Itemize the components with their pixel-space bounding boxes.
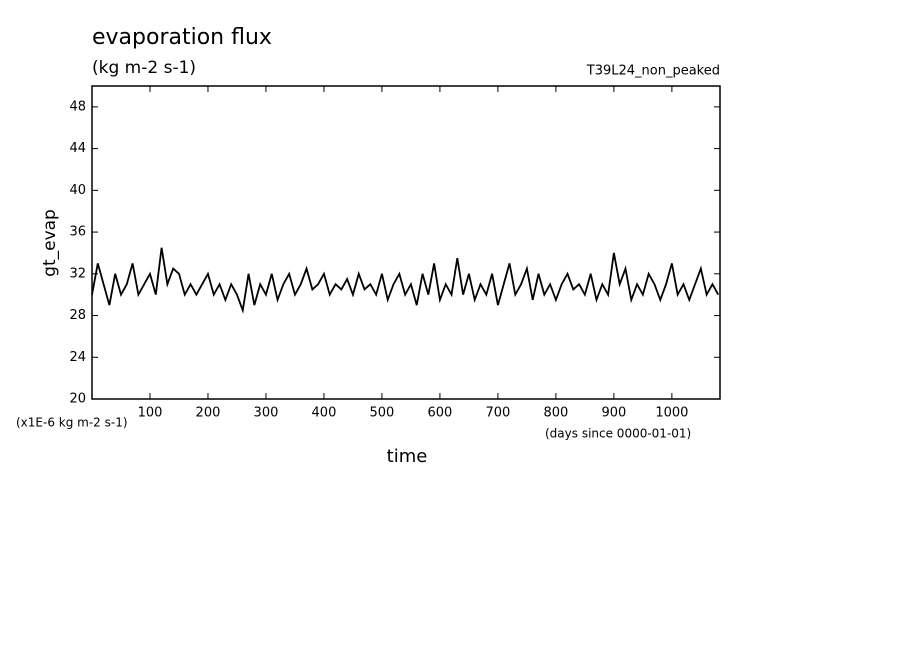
data-line bbox=[91, 247, 720, 314]
y-tick-label: 20 bbox=[69, 392, 86, 407]
x-unit-note: (days since 0000-01-01) bbox=[545, 427, 691, 441]
x-tick-label: 700 bbox=[485, 406, 510, 421]
y-tick-label: 48 bbox=[69, 99, 86, 114]
y-unit-note: (x1E-6 kg m-2 s-1) bbox=[16, 416, 128, 430]
y-tick-label: 28 bbox=[69, 308, 86, 323]
x-tick-label: 1000 bbox=[655, 406, 688, 421]
x-tick-label: 900 bbox=[601, 406, 626, 421]
plot-frame bbox=[91, 85, 721, 400]
y-tick-label: 36 bbox=[69, 225, 86, 240]
x-tick-label: 600 bbox=[428, 406, 453, 421]
x-tick-label: 400 bbox=[312, 406, 337, 421]
y-tick-label: 24 bbox=[69, 350, 86, 365]
x-tick-label: 800 bbox=[543, 406, 568, 421]
chart-subtitle: (kg m-2 s-1) bbox=[92, 58, 196, 78]
chart-title: evaporation flux bbox=[92, 25, 272, 50]
x-tick-label: 300 bbox=[254, 406, 279, 421]
y-tick-label: 40 bbox=[69, 183, 86, 198]
x-tick-label: 200 bbox=[196, 406, 221, 421]
x-axis-label: time bbox=[387, 446, 428, 467]
x-tick-label: 500 bbox=[370, 406, 395, 421]
y-tick-label: 44 bbox=[69, 141, 86, 156]
x-tick-label: 100 bbox=[138, 406, 163, 421]
y-axis-label: gt_evap bbox=[40, 209, 60, 277]
y-tick-label: 32 bbox=[69, 266, 86, 281]
annotation: T39L24_non_peaked bbox=[586, 64, 720, 79]
